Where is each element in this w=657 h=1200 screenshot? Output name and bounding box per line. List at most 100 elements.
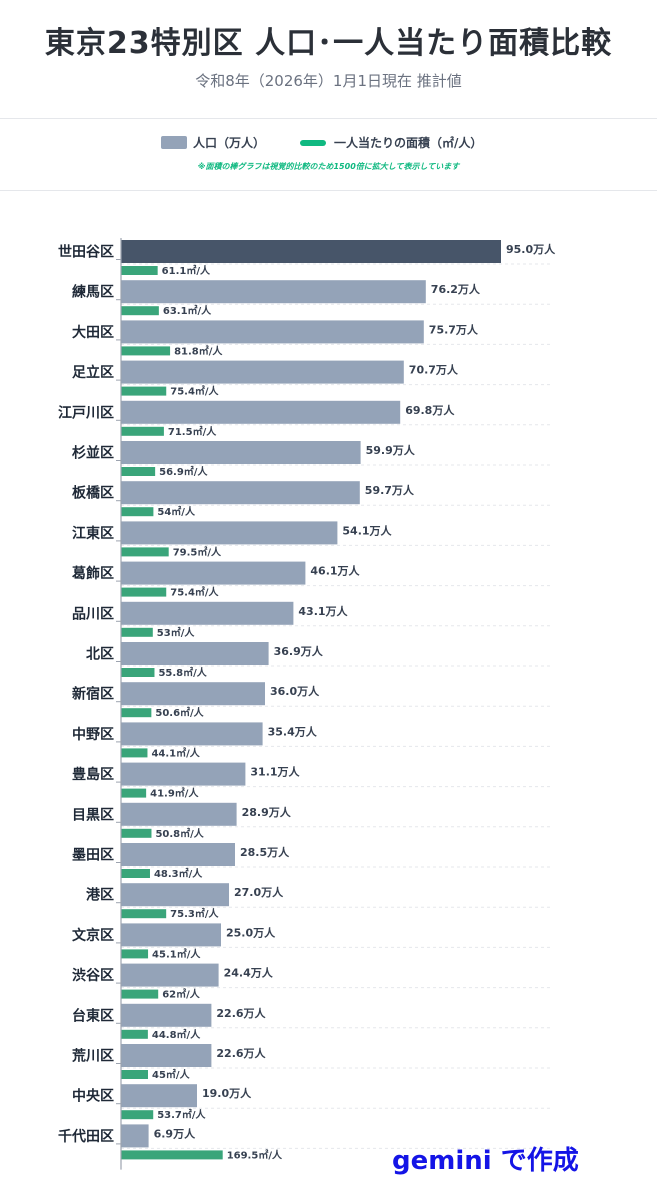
population-value-label: 22.6万人 <box>216 1046 266 1060</box>
category-label: 千代田区 <box>58 1128 114 1145</box>
population-value-label: 95.0万人 <box>506 242 556 256</box>
area-bar <box>121 989 159 999</box>
population-value-label: 25.0万人 <box>226 925 276 939</box>
area-bar <box>121 507 154 517</box>
area-value-label: 53.7㎡/人 <box>157 1108 206 1121</box>
population-value-label: 35.4万人 <box>268 724 318 738</box>
legend-item-area[interactable]: 一人当たりの面積（㎡/人） <box>300 134 482 151</box>
area-value-label: 53㎡/人 <box>157 626 196 639</box>
population-value-label: 54.1万人 <box>342 523 392 537</box>
category-label: 北区 <box>86 647 114 663</box>
area-bar <box>121 547 169 557</box>
population-value-label: 59.7万人 <box>365 483 415 497</box>
area-bar <box>121 627 153 637</box>
population-bar <box>121 682 265 706</box>
scale-note: ※面積の棒グラフは視覚的比較のため1500倍に拡大して表示しています <box>197 162 460 171</box>
legend-swatch-population <box>161 136 187 149</box>
category-label: 荒川区 <box>71 1048 114 1065</box>
area-bar <box>121 909 167 919</box>
category-label: 新宿区 <box>72 686 114 703</box>
area-value-label: 75.4㎡/人 <box>170 385 219 398</box>
area-bar <box>121 1110 154 1120</box>
area-value-label: 56.9㎡/人 <box>159 465 208 478</box>
area-bar <box>121 949 149 959</box>
population-value-label: 59.9万人 <box>366 443 416 457</box>
category-label: 葛飾区 <box>71 565 114 582</box>
population-bar <box>121 280 426 304</box>
area-value-label: 55.8㎡/人 <box>158 666 207 679</box>
area-bar <box>121 668 155 677</box>
area-value-label: 41.9㎡/人 <box>150 787 199 800</box>
population-bar <box>121 1003 212 1027</box>
population-value-label: 36.9万人 <box>274 644 324 658</box>
category-label: 中央区 <box>72 1088 114 1105</box>
category-label: 世田谷区 <box>58 244 114 261</box>
area-value-label: 54㎡/人 <box>157 505 196 518</box>
population-bar <box>121 561 306 585</box>
population-value-label: 24.4万人 <box>224 966 274 980</box>
area-value-label: 45.1㎡/人 <box>152 947 201 960</box>
category-label: 墨田区 <box>72 848 114 864</box>
population-bar <box>121 320 424 344</box>
legend: 人口（万人） 一人当たりの面積（㎡/人） <box>0 134 657 156</box>
area-value-label: 62㎡/人 <box>162 988 201 1001</box>
category-label: 台東区 <box>72 1007 114 1024</box>
population-value-label: 36.0万人 <box>270 684 320 698</box>
population-value-label: 75.7万人 <box>429 322 479 336</box>
population-bar <box>121 521 338 545</box>
population-value-label: 22.6万人 <box>216 1006 266 1020</box>
category-label: 江戸川区 <box>58 404 114 421</box>
population-value-label: 6.9万人 <box>154 1126 196 1140</box>
area-bar <box>121 426 164 436</box>
population-bar <box>121 441 361 464</box>
population-bar <box>121 843 235 866</box>
area-value-label: 50.6㎡/人 <box>155 706 204 719</box>
area-bar <box>121 386 167 396</box>
category-label: 目黒区 <box>72 807 114 823</box>
area-value-label: 44.8㎡/人 <box>152 1028 201 1041</box>
category-label: 港区 <box>86 887 114 904</box>
area-bar <box>121 828 152 838</box>
category-label: 中野区 <box>72 726 114 743</box>
category-label: 品川区 <box>72 606 114 622</box>
population-bar <box>121 240 501 263</box>
area-value-label: 169.5㎡/人 <box>227 1148 283 1161</box>
population-value-label: 31.1万人 <box>250 765 300 779</box>
population-bar <box>121 400 401 424</box>
population-bar <box>121 1084 197 1108</box>
area-value-label: 44.1㎡/人 <box>151 746 200 759</box>
category-label: 大田区 <box>72 324 114 341</box>
category-label: 練馬区 <box>72 284 114 301</box>
area-bar <box>121 1029 148 1039</box>
area-bar <box>121 788 147 798</box>
area-value-label: 45㎡/人 <box>152 1068 191 1081</box>
area-bar <box>121 869 150 878</box>
area-bar <box>121 266 158 275</box>
watermark: gemini で作成 <box>392 1146 579 1176</box>
area-value-label: 81.8㎡/人 <box>174 344 223 357</box>
population-bar <box>121 883 229 907</box>
area-bar <box>121 708 152 718</box>
category-label: 板橋区 <box>72 485 114 502</box>
population-value-label: 28.5万人 <box>240 845 290 859</box>
category-label: 足立区 <box>72 364 114 381</box>
population-bar <box>121 762 246 786</box>
category-label: 文京区 <box>72 927 114 944</box>
area-value-label: 71.5㎡/人 <box>168 425 217 438</box>
population-bar <box>121 1124 149 1148</box>
area-bar <box>121 346 171 356</box>
legend-item-population[interactable]: 人口（万人） <box>161 134 265 151</box>
population-bar <box>121 963 219 987</box>
area-bar <box>121 748 148 758</box>
population-value-label: 19.0万人 <box>202 1086 252 1100</box>
population-bar <box>121 923 221 947</box>
divider-top <box>0 118 657 119</box>
category-label: 豊島区 <box>72 766 114 783</box>
divider-bottom <box>0 190 657 191</box>
area-value-label: 63.1㎡/人 <box>163 304 212 317</box>
area-value-label: 75.3㎡/人 <box>170 907 219 920</box>
area-value-label: 48.3㎡/人 <box>154 867 203 880</box>
legend-swatch-area <box>300 139 326 146</box>
area-value-label: 50.8㎡/人 <box>155 827 204 840</box>
